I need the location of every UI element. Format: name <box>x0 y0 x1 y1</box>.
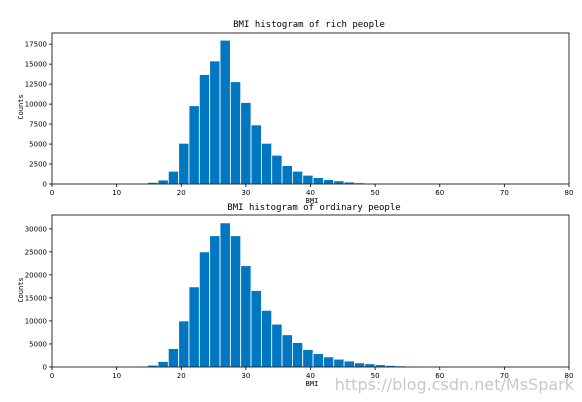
plot-frame <box>51 214 570 368</box>
y-tick-label: 30000 <box>25 225 47 233</box>
histogram-bar <box>209 235 221 368</box>
x-tick-label: 10 <box>112 372 121 380</box>
x-tick-label: 50 <box>371 372 380 380</box>
y-tick-label: 10000 <box>25 101 47 109</box>
histogram-bar <box>281 165 293 185</box>
histogram-bar <box>167 348 180 368</box>
y-tick-label: 0 <box>43 364 47 372</box>
bars-group <box>105 222 459 368</box>
x-tick-label: 30 <box>241 189 250 197</box>
histogram-bar <box>260 142 273 185</box>
x-tick-label: 70 <box>500 189 509 197</box>
x-tick-label: 40 <box>306 372 315 380</box>
watermark: https://blog.csdn.net/MsSpark <box>335 375 575 394</box>
histogram-bar <box>250 290 262 368</box>
x-tick-label: 80 <box>565 372 574 380</box>
histogram-bar <box>291 170 304 185</box>
y-tick-label: 20000 <box>25 271 47 279</box>
y-tick-label: 25000 <box>25 248 47 256</box>
x-tick-label: 10 <box>112 189 121 197</box>
ticks-group: 0 10 20 30 40 50 60 70 80 0 5000 10000 15000 20000 250… <box>25 225 574 380</box>
x-tick-label: 0 <box>50 372 54 380</box>
histogram-bar <box>157 361 169 368</box>
histogram-bar <box>333 358 345 368</box>
chart-title: BMI histogram of rich people <box>233 20 385 30</box>
histogram-bar <box>188 286 200 368</box>
ticks-group: 0 10 20 30 40 50 60 70 80 0 2500 5000 7500 10000 12500… <box>25 41 574 197</box>
x-tick-label: 70 <box>500 372 509 380</box>
histogram-bar <box>157 179 169 185</box>
histogram-bar <box>198 251 211 368</box>
histogram-bar <box>250 124 262 185</box>
y-tick-label: 17500 <box>25 41 47 49</box>
bars-group <box>126 39 397 185</box>
y-tick-label: 15000 <box>25 294 47 302</box>
histogram-bar <box>333 180 345 185</box>
histogram-bar <box>312 177 324 185</box>
histogram-bar <box>302 349 314 368</box>
x-axis-label: BMI <box>306 197 319 205</box>
x-axis-label: BMI <box>306 380 319 388</box>
histogram-bar <box>188 105 200 185</box>
histogram-bar <box>271 323 283 368</box>
histogram-bar <box>343 360 355 368</box>
x-tick-label: 20 <box>177 189 186 197</box>
histogram-bar <box>240 102 252 185</box>
y-tick-label: 12500 <box>25 81 47 89</box>
ordinary-people-histogram-panel: BMI histogram of ordinary people Counts … <box>17 203 573 388</box>
y-tick-label: 7500 <box>29 121 47 129</box>
y-tick-label: 15000 <box>25 61 47 69</box>
histogram-bar <box>312 353 324 368</box>
plot-frame <box>51 32 570 185</box>
histogram-bar <box>178 320 190 368</box>
histogram-bar <box>167 170 180 185</box>
y-tick-label: 0 <box>43 181 47 189</box>
x-tick-label: 30 <box>241 372 250 380</box>
x-tick-label: 40 <box>306 189 315 197</box>
x-tick-label: 20 <box>177 372 186 380</box>
rich-people-histogram-panel: BMI histogram of rich people Counts BMI … <box>17 20 573 205</box>
histogram-bar <box>178 142 190 185</box>
y-tick-label: 2500 <box>29 161 47 169</box>
histogram-bar <box>229 81 242 185</box>
histogram-bar <box>219 222 231 368</box>
histogram-bar <box>364 363 376 368</box>
histogram-bar <box>281 334 293 368</box>
x-tick-label: 0 <box>50 189 54 197</box>
chart-title: BMI histogram of ordinary people <box>227 203 400 213</box>
histogram-bar <box>354 362 366 368</box>
histogram-bar <box>209 60 221 185</box>
y-tick-label: 5000 <box>29 340 47 348</box>
x-tick-label: 50 <box>371 189 380 197</box>
histogram-bar <box>198 74 211 185</box>
x-tick-label: 60 <box>435 372 444 380</box>
y-axis-label: Counts <box>17 277 25 302</box>
histogram-bar <box>260 309 273 368</box>
histogram-bar <box>219 39 231 185</box>
histogram-bar <box>323 179 335 185</box>
histogram-bar <box>240 265 252 368</box>
y-tick-label: 10000 <box>25 317 47 325</box>
histogram-bar <box>323 356 335 368</box>
histogram-bar <box>291 342 304 368</box>
histogram-bar <box>229 235 242 368</box>
histogram-bar <box>271 154 283 185</box>
y-axis-label: Counts <box>17 94 25 119</box>
x-tick-label: 80 <box>565 189 574 197</box>
histogram-bar <box>302 174 314 185</box>
y-tick-label: 5000 <box>29 141 47 149</box>
x-tick-label: 60 <box>435 189 444 197</box>
